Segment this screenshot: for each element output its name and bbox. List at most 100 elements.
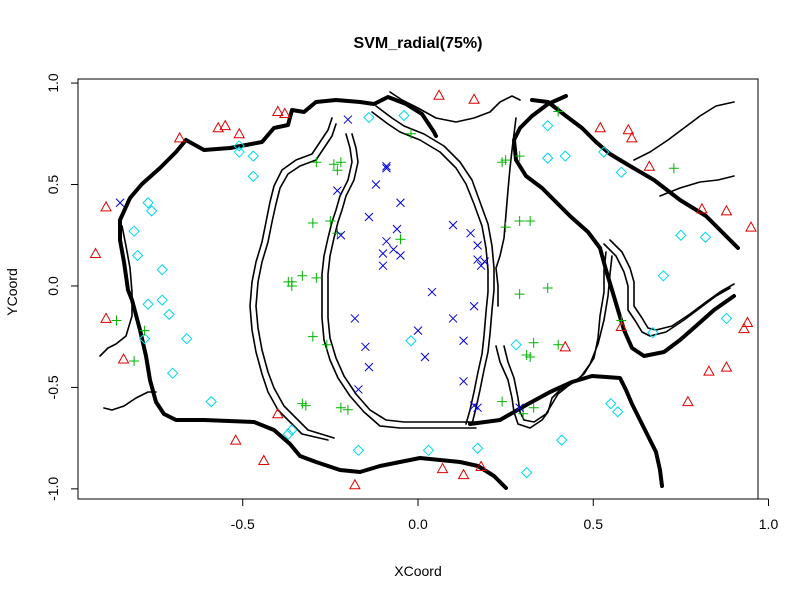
diamond-point-17	[142, 298, 154, 310]
y-tick-label-3: 0.5	[45, 175, 61, 195]
triangle-point-17	[457, 468, 470, 480]
diamond-point-15	[156, 264, 168, 276]
plus-point-18	[500, 222, 511, 233]
cross-point-20	[427, 287, 437, 297]
triangle-point-24	[720, 204, 733, 216]
cross-point-11	[389, 245, 398, 254]
plus-point-19	[514, 216, 525, 227]
plus-point-29	[497, 396, 508, 407]
boundary-right-lobe-thick	[512, 94, 736, 358]
plus-point-4	[332, 165, 343, 176]
plus-point-30	[518, 408, 529, 419]
diamond-point-0	[363, 111, 375, 124]
diamond-point-7	[233, 140, 245, 152]
diamond-point-29	[556, 434, 568, 446]
plus-point-35	[553, 339, 564, 350]
triangle-point-11	[117, 352, 130, 364]
plus-point-2	[311, 157, 322, 168]
diamond-point-21	[166, 367, 179, 379]
diamond-point-10	[247, 170, 259, 183]
cross-point-29	[354, 385, 363, 394]
diamond-point-16	[156, 294, 168, 306]
cross-point-1	[382, 161, 391, 171]
plus-point-0	[405, 128, 416, 139]
boundary-right-inner-a	[495, 117, 517, 307]
boundary-inner-left-b	[255, 123, 337, 439]
diamond-point-5	[598, 146, 610, 158]
boundary-center-b	[327, 133, 477, 423]
triangle-point-26	[741, 316, 754, 327]
x-axis: -0.5 0.0 0.5 1.0	[231, 498, 779, 532]
cross-point-24	[420, 352, 430, 362]
triangle-point-15	[349, 478, 361, 490]
diamond-point-24	[282, 428, 295, 440]
triangle-point-32	[559, 340, 572, 352]
diamond-point-33	[657, 270, 670, 282]
diamond-point-35	[699, 231, 712, 243]
diamond-point-32	[647, 326, 659, 339]
diamond-point-22	[205, 395, 217, 408]
plus-point-34	[528, 337, 539, 348]
diamond-point-34	[675, 229, 687, 241]
diamond-point-4	[541, 152, 554, 164]
cross-point-0	[343, 115, 353, 124]
diamond-point-18	[163, 308, 175, 321]
boundary-far-right-b	[609, 239, 735, 331]
triangle-point-21	[625, 131, 638, 143]
diamond-point-31	[612, 406, 624, 418]
x-tick-label-3: 1.0	[759, 516, 779, 532]
cross-point-5	[336, 230, 346, 240]
diamond-point-30	[605, 397, 617, 410]
plus-point-12	[297, 270, 308, 281]
triangle-point-29	[703, 365, 715, 376]
triangle-point-30	[682, 395, 694, 407]
x-tick-label-1: 0.0	[408, 516, 428, 532]
diamond-point-9	[247, 150, 259, 162]
diamond-point-6	[615, 166, 628, 179]
boundary-top-right-c	[659, 175, 735, 197]
y-tick-label-1: -0.5	[45, 375, 61, 399]
y-tick-label-4: 1.0	[45, 73, 61, 93]
plus-point-24	[321, 339, 332, 350]
cross-point-10	[378, 249, 388, 258]
plus-point-9	[307, 218, 318, 229]
cross-point-16	[473, 241, 482, 250]
triangle-point-10	[100, 312, 112, 323]
diamond-point-1	[398, 109, 410, 122]
boundary-left-thin-b	[103, 391, 157, 411]
plus-point-31	[528, 402, 539, 413]
boundary-right-thick	[530, 98, 740, 250]
diamond-point-28	[520, 466, 533, 479]
triangle-point-13	[257, 454, 270, 465]
triangle-point-9	[89, 247, 102, 258]
plus-point-33	[525, 351, 536, 362]
diamond-point-20	[138, 333, 151, 345]
triangle-point-1	[468, 93, 480, 104]
plus-point-21	[542, 282, 553, 293]
cross-point-26	[350, 314, 360, 323]
x-axis-label: XCoord	[394, 563, 441, 579]
boundary-right-middle-a	[371, 111, 489, 425]
cross-point-28	[364, 362, 374, 372]
boundary-inner-left-a	[249, 117, 333, 441]
boundary-lower-inner-b	[503, 255, 613, 423]
cross-point-32	[473, 403, 482, 413]
plus-point-13	[311, 272, 322, 283]
plus-point-3	[328, 159, 339, 170]
cross-point-7	[396, 198, 405, 208]
boundary-lower-inner-a	[495, 251, 607, 429]
plus-point-38	[111, 315, 122, 326]
diamond-point-14	[131, 249, 144, 262]
y-tick-label-2: 0.0	[45, 276, 61, 296]
cross-point-4	[333, 186, 342, 195]
y-axis-label: YCoord	[4, 268, 20, 315]
diamond-point-26	[422, 444, 435, 457]
plus-point-23	[307, 331, 318, 342]
plus-point-17	[395, 234, 406, 245]
cross-point-13	[378, 261, 388, 271]
triangle-point-23	[696, 202, 708, 214]
cross-point-22	[469, 301, 479, 311]
plus-point-1	[553, 106, 564, 117]
triangle-point-25	[745, 221, 757, 232]
